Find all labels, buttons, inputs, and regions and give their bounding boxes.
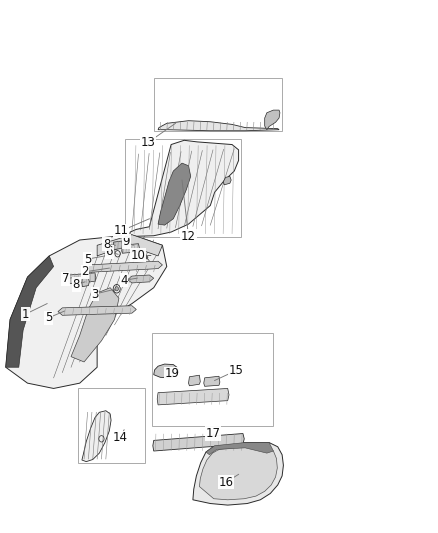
Polygon shape bbox=[130, 140, 239, 236]
Polygon shape bbox=[157, 389, 229, 405]
Text: 8: 8 bbox=[73, 278, 80, 291]
Text: 13: 13 bbox=[141, 136, 155, 149]
Polygon shape bbox=[58, 306, 136, 316]
Polygon shape bbox=[158, 163, 191, 225]
Polygon shape bbox=[97, 235, 162, 256]
Polygon shape bbox=[69, 273, 96, 284]
Polygon shape bbox=[154, 364, 179, 378]
Polygon shape bbox=[82, 411, 111, 462]
Text: 4: 4 bbox=[120, 274, 128, 287]
Polygon shape bbox=[199, 447, 277, 500]
Text: 16: 16 bbox=[219, 476, 233, 489]
Text: 8: 8 bbox=[103, 238, 110, 251]
Text: 9: 9 bbox=[123, 235, 130, 248]
Polygon shape bbox=[84, 261, 162, 272]
Polygon shape bbox=[193, 442, 283, 505]
Text: 7: 7 bbox=[62, 272, 69, 285]
Text: 1: 1 bbox=[21, 308, 29, 321]
Text: 17: 17 bbox=[206, 427, 221, 440]
Text: 15: 15 bbox=[229, 364, 244, 377]
Polygon shape bbox=[6, 235, 167, 389]
Text: 5: 5 bbox=[84, 253, 91, 265]
Polygon shape bbox=[82, 278, 89, 287]
Polygon shape bbox=[113, 241, 122, 249]
Circle shape bbox=[115, 287, 118, 291]
Polygon shape bbox=[6, 256, 53, 367]
Text: 6: 6 bbox=[106, 245, 113, 258]
Polygon shape bbox=[127, 275, 154, 283]
Text: 3: 3 bbox=[91, 288, 99, 301]
Polygon shape bbox=[71, 288, 119, 362]
Polygon shape bbox=[153, 433, 244, 451]
Text: 14: 14 bbox=[112, 431, 127, 445]
Text: 5: 5 bbox=[45, 311, 52, 325]
Text: 2: 2 bbox=[81, 265, 89, 278]
Text: 19: 19 bbox=[165, 367, 180, 380]
Polygon shape bbox=[265, 110, 280, 130]
Polygon shape bbox=[206, 442, 273, 455]
Polygon shape bbox=[204, 376, 220, 386]
Polygon shape bbox=[188, 375, 200, 386]
Text: 11: 11 bbox=[113, 224, 129, 238]
Polygon shape bbox=[223, 176, 231, 185]
Text: 10: 10 bbox=[130, 249, 145, 262]
Polygon shape bbox=[158, 120, 279, 131]
Text: 12: 12 bbox=[181, 230, 196, 243]
Polygon shape bbox=[122, 244, 139, 253]
